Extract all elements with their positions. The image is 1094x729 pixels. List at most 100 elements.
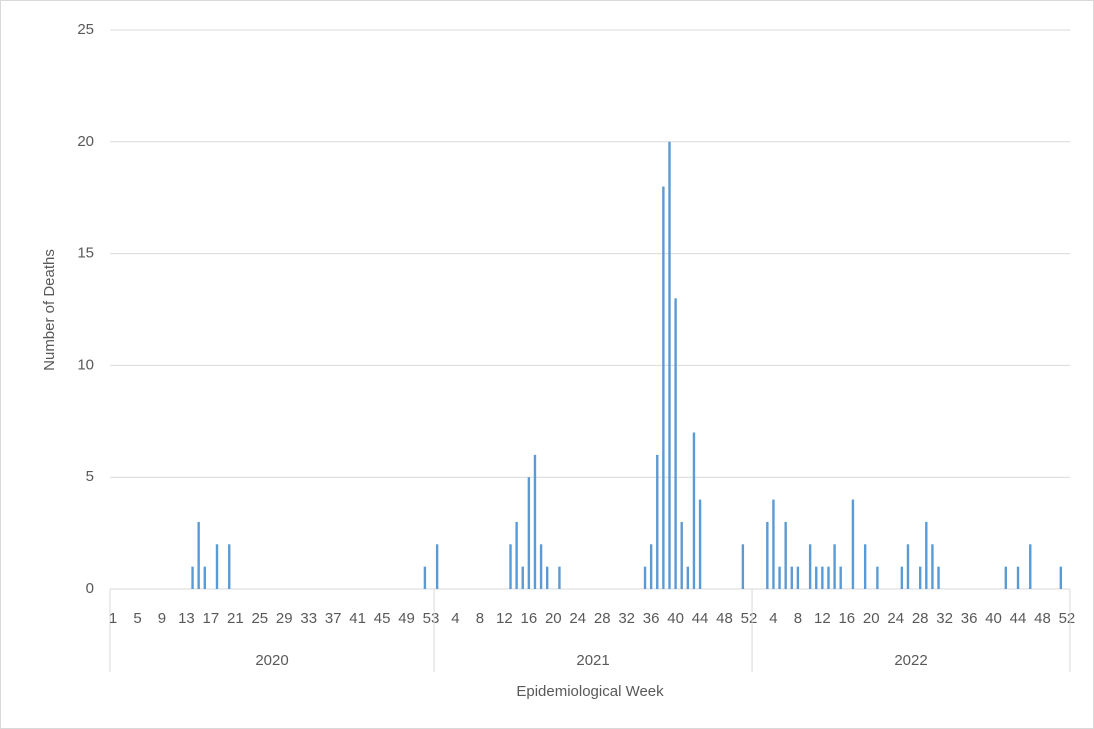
- x-tick-label: 9: [158, 610, 166, 627]
- x-tick-label: 25: [251, 610, 268, 627]
- bar: [833, 544, 836, 589]
- y-tick-label: 15: [77, 245, 94, 262]
- x-tick-label: 24: [569, 610, 586, 627]
- x-tick-label: 52: [1059, 610, 1076, 627]
- bar: [827, 566, 830, 589]
- bar: [1016, 566, 1020, 589]
- x-tick-label: 20: [545, 610, 562, 627]
- x-tick-label: 36: [961, 610, 978, 627]
- x-tick-label: 12: [496, 610, 513, 627]
- bar: [662, 186, 665, 589]
- bar: [937, 566, 940, 589]
- x-tick-label: 36: [643, 610, 660, 627]
- x-tick-label: 53: [423, 610, 440, 627]
- bar: [766, 521, 769, 589]
- x-tick-label: 41: [349, 610, 366, 627]
- bar: [686, 566, 690, 589]
- x-tick-label: 16: [838, 610, 855, 627]
- bar: [906, 544, 910, 589]
- bar: [876, 566, 879, 589]
- bar: [1004, 566, 1007, 589]
- bar: [863, 544, 867, 589]
- bar: [649, 544, 653, 589]
- bar: [796, 566, 800, 589]
- bar: [656, 454, 659, 589]
- bar: [643, 566, 647, 589]
- bar: [203, 566, 206, 589]
- x-tick-label: 13: [178, 610, 195, 627]
- bar: [668, 141, 671, 590]
- x-tick-label: 16: [521, 610, 538, 627]
- x-tick-label: 32: [618, 610, 635, 627]
- bar: [515, 521, 518, 589]
- x-axis-title: Epidemiological Week: [516, 683, 664, 700]
- x-tick-label: 49: [398, 610, 415, 627]
- x-tick-label: 8: [794, 610, 802, 627]
- x-tick-label: 20: [863, 610, 880, 627]
- bar: [558, 566, 561, 589]
- x-tick-label: 1: [109, 610, 117, 627]
- y-tick-label: 10: [77, 356, 94, 373]
- y-tick-label: 25: [77, 21, 94, 38]
- bar: [808, 544, 812, 589]
- bar: [533, 454, 537, 589]
- x-tick-label: 4: [451, 610, 459, 627]
- group-label: 2021: [576, 652, 609, 669]
- bar: [918, 566, 922, 589]
- x-tick-label: 32: [936, 610, 953, 627]
- y-axis-title: Number of Deaths: [41, 249, 58, 371]
- x-tick-label: 5: [133, 610, 141, 627]
- bar: [925, 521, 928, 589]
- bar: [784, 521, 787, 589]
- y-tick-label: 0: [86, 580, 94, 597]
- group-label: 2022: [894, 652, 927, 669]
- bar: [692, 432, 696, 589]
- bar: [772, 499, 775, 589]
- x-tick-label: 12: [814, 610, 831, 627]
- x-tick-label: 21: [227, 610, 244, 627]
- x-tick-label: 52: [741, 610, 758, 627]
- x-tick-label: 48: [1034, 610, 1051, 627]
- bar: [1029, 544, 1032, 589]
- x-tick-label: 28: [912, 610, 929, 627]
- bar: [790, 566, 793, 589]
- bar: [851, 499, 855, 589]
- bar: [778, 566, 781, 589]
- bar: [228, 544, 231, 589]
- x-tick-label: 8: [476, 610, 484, 627]
- x-tick-label: 24: [887, 610, 904, 627]
- bar: [931, 544, 934, 589]
- bar: [545, 566, 549, 589]
- x-tick-label: 48: [716, 610, 733, 627]
- group-label: 2020: [255, 652, 288, 669]
- bar: [435, 544, 439, 589]
- bar: [900, 566, 904, 589]
- bar: [191, 566, 194, 589]
- x-tick-label: 45: [374, 610, 391, 627]
- x-tick-label: 44: [1010, 610, 1027, 627]
- bar: [741, 544, 745, 589]
- bar: [698, 499, 702, 589]
- y-tick-label: 20: [77, 133, 94, 150]
- bar: [539, 544, 543, 589]
- bar: [527, 477, 531, 589]
- x-tick-label: 4: [769, 610, 777, 627]
- bar: [1059, 566, 1063, 589]
- bar: [839, 566, 842, 589]
- x-tick-label: 28: [594, 610, 611, 627]
- x-tick-label: 33: [300, 610, 317, 627]
- x-tick-label: 44: [692, 610, 709, 627]
- x-tick-label: 40: [985, 610, 1002, 627]
- bar: [821, 566, 824, 589]
- x-tick-label: 29: [276, 610, 293, 627]
- x-tick-label: 40: [667, 610, 684, 627]
- x-tick-label: 17: [203, 610, 220, 627]
- bar: [680, 521, 683, 589]
- y-tick-label: 5: [86, 468, 94, 485]
- bar: [509, 544, 512, 589]
- bar: [197, 521, 200, 589]
- x-tick-label: 37: [325, 610, 342, 627]
- bar: [215, 544, 219, 589]
